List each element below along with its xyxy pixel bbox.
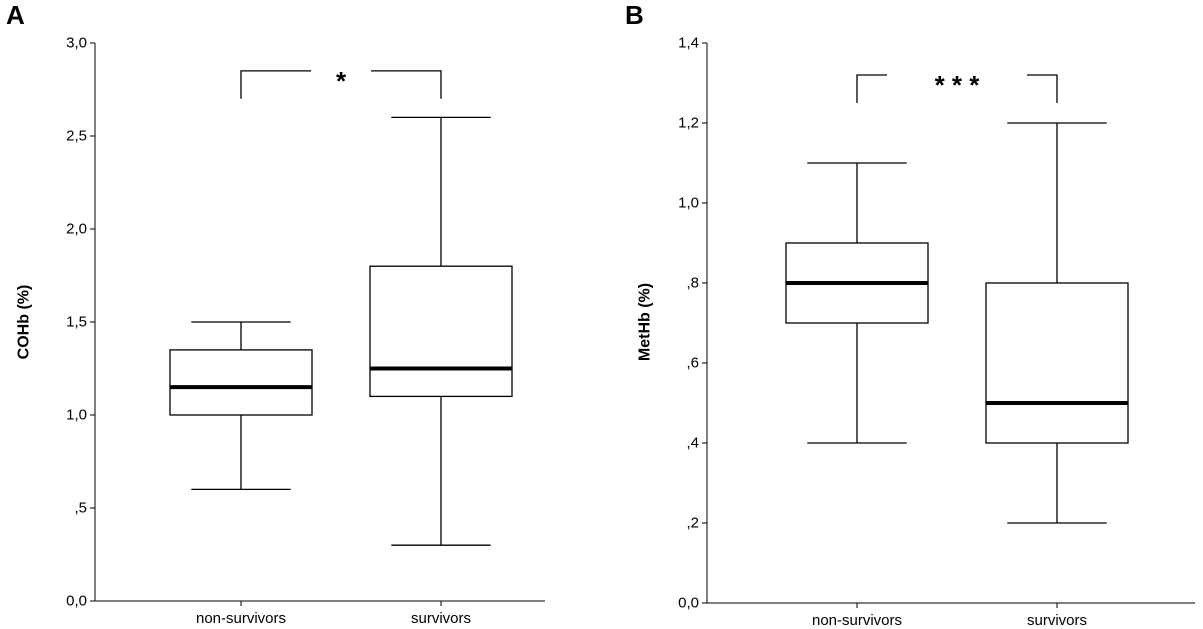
x-tick-label: non-survivors <box>812 612 902 629</box>
iqr-box <box>169 349 313 416</box>
box-survivors <box>985 122 1129 524</box>
y-tick-label: 2,5 <box>66 128 87 145</box>
x-tick-label: survivors <box>1027 612 1087 629</box>
significance-bracket-left <box>240 70 311 99</box>
panel-label: B <box>625 0 644 30</box>
y-tick-label: 0,0 <box>66 593 87 610</box>
box-non-survivors <box>785 162 929 444</box>
x-tick-label: survivors <box>411 610 471 627</box>
y-tick-label: 3,0 <box>66 35 87 52</box>
y-tick-label: ,8 <box>686 275 699 292</box>
y-axis-label: MetHb (%) <box>637 283 654 361</box>
iqr-box <box>369 265 513 398</box>
significance-bracket-right <box>1027 74 1058 103</box>
box-survivors <box>369 116 513 546</box>
chart-panel-b: B MetHb (%) 0,0 ,2 ,4 ,6 ,8 1,0 1,2 1,4 non-surviv… <box>625 0 1195 629</box>
y-tick-label: 2,0 <box>66 221 87 238</box>
y-tick-label: 0,0 <box>678 595 699 612</box>
y-axis-label: COHb (%) <box>16 285 33 360</box>
y-tick-label: 1,0 <box>66 407 87 424</box>
box-non-survivors <box>169 321 313 491</box>
panel-label: A <box>6 0 25 30</box>
y-tick-label: ,4 <box>686 435 699 452</box>
significance-label: * * * <box>935 70 981 100</box>
iqr-box <box>985 282 1129 444</box>
y-tick-label: 1,4 <box>678 35 699 52</box>
significance-bracket-left <box>856 74 887 103</box>
y-tick-label: ,2 <box>686 515 699 532</box>
significance-bracket-right <box>371 70 442 99</box>
y-tick-label: ,5 <box>74 500 87 517</box>
significance-label: * <box>336 66 347 96</box>
y-tick-label: ,6 <box>686 355 699 372</box>
chart-panel-a: A COHb (%) 0,0 ,5 1,0 1,5 2,0 2,5 3,0 non-survivo… <box>6 0 545 627</box>
y-tick-label: 1,5 <box>66 314 87 331</box>
x-tick-label: non-survivors <box>196 610 286 627</box>
y-tick-label: 1,0 <box>678 195 699 212</box>
y-tick-label: 1,2 <box>678 115 699 132</box>
